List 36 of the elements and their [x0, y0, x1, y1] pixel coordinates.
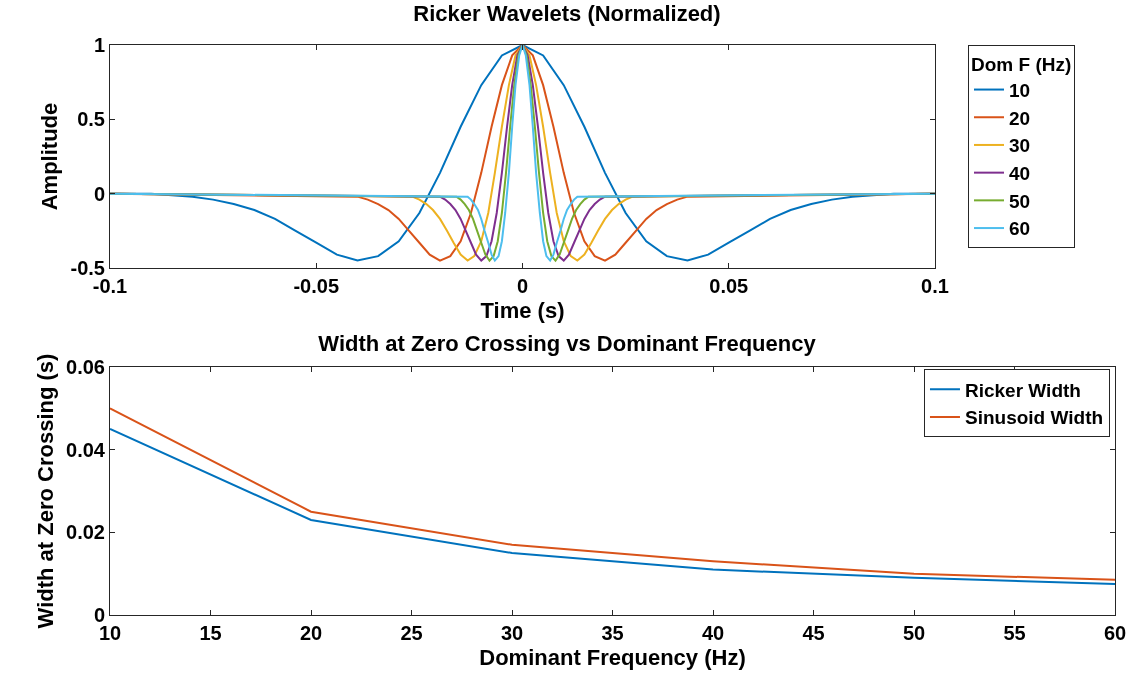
chart-title: Width at Zero Crossing vs Dominant Frequency: [318, 331, 817, 357]
x-tick-label: 0.1: [921, 275, 949, 297]
x-tick-label: -0.05: [293, 275, 340, 297]
chart-title: Ricker Wavelets (Normalized): [413, 1, 721, 27]
y-tick-label: 0: [93, 182, 105, 205]
x-tick-label: 45: [802, 622, 825, 644]
legend-label: 60: [1009, 218, 1031, 240]
x-tick-label: 0: [516, 275, 529, 297]
y-tick-label: 1: [93, 34, 105, 56]
legend-label: Ricker Width: [964, 379, 1081, 401]
x-tick-label: 55: [1003, 622, 1026, 644]
x-axis-title: Dominant Frequency (Hz): [479, 644, 746, 670]
x-tick-label: 50: [902, 622, 926, 644]
x-axis-title: Time (s): [480, 297, 565, 323]
y-axis-title: Width at Zero Crossing (s): [32, 353, 58, 629]
x-tick-label: 0.05: [709, 275, 749, 297]
legend-label: 50: [1009, 190, 1031, 212]
legend-label: 30: [1009, 135, 1031, 157]
line-series: [110, 45, 935, 262]
legend-title: Dom F (Hz): [971, 53, 1072, 75]
y-tick-label: 0.06: [66, 356, 105, 378]
legend-label: 40: [1009, 163, 1031, 185]
legend-label: 20: [1009, 107, 1031, 129]
x-tick-label: 60: [1103, 622, 1127, 644]
y-axis-title: Amplitude: [37, 102, 63, 211]
legend-label: Sinusoid Width: [964, 407, 1104, 429]
x-tick-label: 20: [299, 622, 323, 644]
legend-label: 10: [1009, 79, 1031, 101]
x-tick-label: 30: [500, 622, 524, 644]
x-tick-label: 35: [601, 622, 624, 644]
y-tick-label: 0.5: [77, 108, 105, 131]
x-tick-label: 15: [199, 622, 222, 644]
y-tick-label: 0.02: [66, 521, 105, 544]
y-tick-label: 0.04: [66, 438, 106, 461]
x-tick-label: 40: [701, 622, 725, 644]
x-tick-label: 25: [400, 622, 423, 644]
